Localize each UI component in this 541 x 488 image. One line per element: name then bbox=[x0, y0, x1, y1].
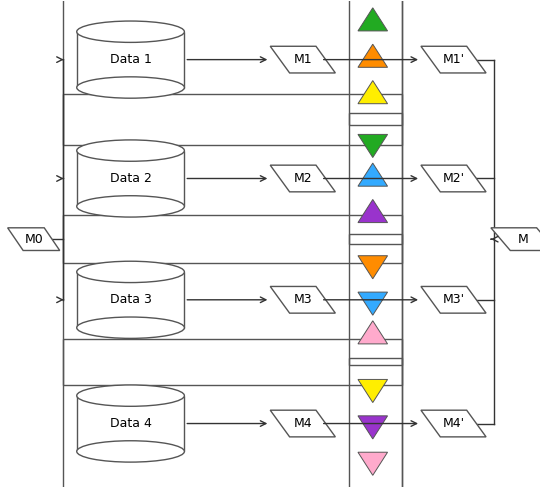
Ellipse shape bbox=[77, 77, 184, 98]
Text: M2': M2' bbox=[443, 172, 465, 185]
Polygon shape bbox=[358, 8, 387, 31]
Bar bbox=[63, 0, 403, 144]
Polygon shape bbox=[358, 44, 387, 67]
Ellipse shape bbox=[77, 140, 184, 161]
Polygon shape bbox=[270, 410, 335, 437]
Text: M: M bbox=[518, 233, 529, 245]
Polygon shape bbox=[358, 81, 387, 104]
Polygon shape bbox=[421, 46, 486, 73]
Ellipse shape bbox=[77, 441, 184, 462]
Polygon shape bbox=[358, 200, 387, 223]
Bar bbox=[77, 32, 184, 87]
Bar bbox=[63, 339, 403, 488]
Bar bbox=[348, 234, 403, 366]
Polygon shape bbox=[358, 163, 387, 186]
Bar bbox=[348, 358, 403, 488]
Polygon shape bbox=[358, 380, 387, 403]
Bar bbox=[63, 215, 403, 385]
Polygon shape bbox=[358, 452, 387, 475]
Polygon shape bbox=[421, 286, 486, 313]
Polygon shape bbox=[421, 165, 486, 192]
Bar bbox=[77, 396, 184, 451]
Bar bbox=[77, 272, 184, 328]
Text: M0: M0 bbox=[24, 233, 43, 245]
Polygon shape bbox=[358, 416, 387, 439]
Polygon shape bbox=[270, 165, 335, 192]
Text: M1': M1' bbox=[443, 53, 465, 66]
Polygon shape bbox=[358, 134, 387, 158]
Text: M3': M3' bbox=[443, 293, 465, 306]
Bar bbox=[348, 113, 403, 244]
Ellipse shape bbox=[77, 21, 184, 42]
Ellipse shape bbox=[77, 196, 184, 217]
Text: Data 3: Data 3 bbox=[110, 293, 151, 306]
Polygon shape bbox=[358, 256, 387, 279]
Polygon shape bbox=[8, 228, 60, 250]
Text: Data 2: Data 2 bbox=[110, 172, 151, 185]
Bar bbox=[77, 151, 184, 206]
Text: M1: M1 bbox=[293, 53, 312, 66]
Text: M4: M4 bbox=[293, 417, 312, 430]
Text: M4': M4' bbox=[443, 417, 465, 430]
Text: Data 4: Data 4 bbox=[110, 417, 151, 430]
Bar bbox=[348, 0, 403, 125]
Polygon shape bbox=[270, 286, 335, 313]
Polygon shape bbox=[358, 321, 387, 344]
Text: M3: M3 bbox=[293, 293, 312, 306]
Ellipse shape bbox=[77, 317, 184, 338]
Ellipse shape bbox=[77, 385, 184, 407]
Ellipse shape bbox=[77, 261, 184, 283]
Polygon shape bbox=[491, 228, 541, 250]
Polygon shape bbox=[270, 46, 335, 73]
Text: M2: M2 bbox=[293, 172, 312, 185]
Polygon shape bbox=[358, 292, 387, 315]
Bar bbox=[63, 94, 403, 264]
Text: Data 1: Data 1 bbox=[110, 53, 151, 66]
Polygon shape bbox=[421, 410, 486, 437]
